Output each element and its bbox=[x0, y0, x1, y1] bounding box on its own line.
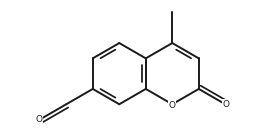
Text: O: O bbox=[223, 100, 230, 109]
Text: O: O bbox=[169, 101, 176, 110]
Text: O: O bbox=[35, 115, 42, 124]
